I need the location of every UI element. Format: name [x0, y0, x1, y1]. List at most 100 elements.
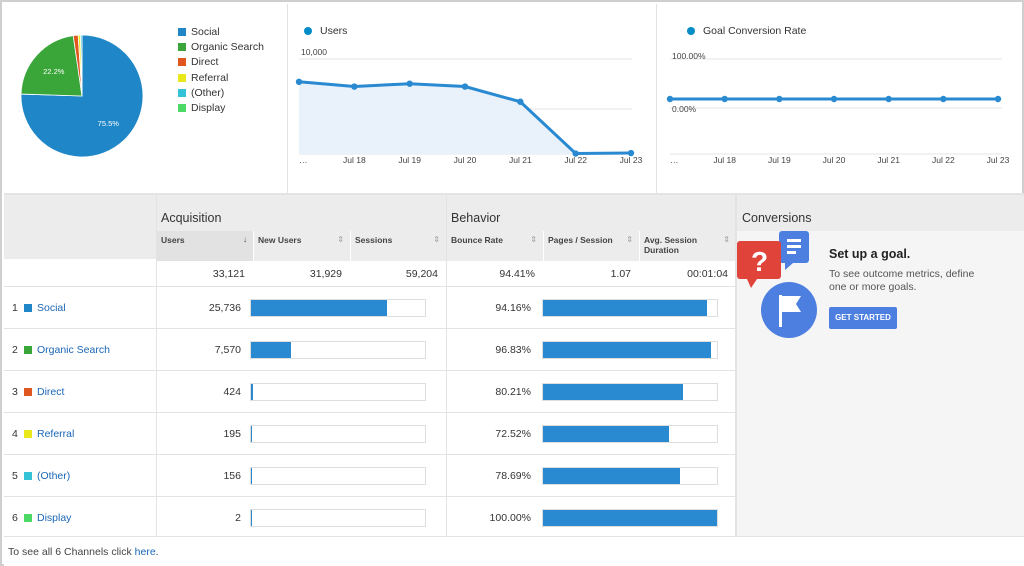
- pie-legend-item: Social: [178, 24, 264, 39]
- table-row: 5 (Other) 156 78.69%: [4, 454, 736, 496]
- channel-swatch: [24, 346, 32, 354]
- col-header-new-users[interactable]: New Users ⇕: [253, 231, 350, 261]
- channel-link[interactable]: Direct: [24, 386, 64, 398]
- col-header-bounce-rate[interactable]: Bounce Rate ⇕: [446, 231, 543, 261]
- data-point[interactable]: [940, 95, 947, 103]
- row-index: 5: [12, 470, 18, 482]
- channel-link[interactable]: Referral: [24, 428, 74, 440]
- data-point[interactable]: [517, 98, 524, 105]
- legend-label: Social: [191, 25, 220, 38]
- col-header-pages-session[interactable]: Pages / Session ⇕: [543, 231, 639, 261]
- channel-name: (Other): [37, 470, 71, 482]
- sort-desc-icon[interactable]: ↓: [243, 235, 247, 244]
- channel-swatch: [24, 388, 32, 396]
- acquisition-group-header: Acquisition: [161, 211, 222, 225]
- legend-label: Display: [191, 102, 226, 115]
- data-point[interactable]: [776, 95, 783, 103]
- channel-link[interactable]: Organic Search: [24, 344, 110, 356]
- row-index: 2: [12, 344, 18, 356]
- col-header-avg-session-duration[interactable]: Avg. Session Duration ⇕: [639, 231, 736, 261]
- total-bounce-rate: 94.41%: [499, 268, 535, 280]
- new-users-bar: [250, 341, 426, 359]
- bounce-rate-value: 72.52%: [495, 428, 531, 440]
- table-row: 6 Display 2 100.00%: [4, 496, 736, 538]
- col-header-bounce-rate-label: Bounce Rate: [451, 235, 503, 245]
- channel-name: Referral: [37, 428, 75, 440]
- users-value: 424: [223, 386, 241, 398]
- data-point[interactable]: [572, 150, 579, 157]
- pie-slice-label: 22.2%: [43, 67, 65, 76]
- channel-link[interactable]: Social: [24, 302, 66, 314]
- channel-swatch: [24, 514, 32, 522]
- channel-link[interactable]: Display: [24, 512, 71, 524]
- footer-period: .: [155, 546, 159, 558]
- col-header-new-users-label: New Users: [258, 235, 302, 245]
- data-point[interactable]: [461, 83, 469, 90]
- channel-pie-chart[interactable]: 75.5% 22.2%: [4, 4, 288, 194]
- goal-illustration-icon: ?: [737, 231, 817, 338]
- data-point[interactable]: [666, 95, 674, 103]
- sort-icon[interactable]: ⇕: [433, 235, 440, 244]
- row-index: 3: [12, 386, 18, 398]
- row-index: 4: [12, 428, 18, 440]
- col-header-sessions-label: Sessions: [355, 235, 393, 245]
- bounce-rate-value: 94.16%: [495, 302, 531, 314]
- pie-slice-4[interactable]: [80, 34, 83, 97]
- data-point[interactable]: [351, 83, 358, 90]
- y-tick-label: 10,000: [301, 47, 327, 57]
- new-users-bar: [250, 509, 426, 527]
- goal-conversion-line-chart[interactable]: 100.00% 0.00% … Jul 18 Jul 19 Jul 20 Jul 21 Jul…: [657, 4, 1024, 194]
- sort-icon[interactable]: ⇕: [723, 235, 730, 244]
- data-point[interactable]: [406, 80, 413, 87]
- pie-slice-1[interactable]: [20, 35, 83, 97]
- bounce-rate-bar-fill: [543, 426, 669, 442]
- channel-link[interactable]: (Other): [24, 470, 70, 482]
- data-point[interactable]: [830, 95, 838, 103]
- data-point[interactable]: [885, 95, 892, 103]
- users-value: 7,570: [214, 344, 241, 356]
- data-point[interactable]: [295, 78, 303, 86]
- users-value: 2: [235, 512, 241, 524]
- legend-swatch: [178, 104, 186, 113]
- channel-name: Direct: [37, 386, 65, 398]
- pie-legend-item: Display: [178, 100, 264, 115]
- goal-conversion-chart-panel: Goal Conversion Rate 100.00% 0.00% … Jul 18…: [657, 4, 1024, 194]
- new-users-bar-fill: [251, 342, 291, 358]
- total-users: 33,121: [212, 268, 245, 280]
- data-point[interactable]: [627, 149, 635, 157]
- bounce-rate-bar-fill: [543, 342, 711, 358]
- data-point[interactable]: [994, 95, 1002, 103]
- table-group-header-band: [4, 195, 736, 231]
- x-tick-label: Jul 18: [713, 155, 736, 165]
- sort-icon[interactable]: ⇕: [626, 235, 633, 244]
- new-users-bar-fill: [251, 384, 253, 400]
- goal-title: Set up a goal.: [829, 247, 911, 261]
- legend-swatch: [178, 27, 186, 36]
- x-tick-label: Jul 20: [823, 155, 846, 165]
- data-point[interactable]: [721, 95, 728, 103]
- x-tick-label: Jul 22: [932, 155, 955, 165]
- col-header-sessions[interactable]: Sessions ⇕: [350, 231, 446, 261]
- pie-legend-item: Organic Search: [178, 39, 264, 54]
- bounce-rate-bar-fill: [543, 468, 680, 484]
- conversions-panel: Conversions ? Set up a goal. To see outc…: [736, 195, 1024, 536]
- goal-conversion-chart-legend: Goal Conversion Rate: [687, 25, 806, 37]
- bounce-rate-bar: [542, 467, 718, 485]
- col-header-users[interactable]: Users ↓: [156, 231, 253, 261]
- sort-icon[interactable]: ⇕: [530, 235, 537, 244]
- sort-icon[interactable]: ⇕: [337, 235, 344, 244]
- see-all-channels-link[interactable]: here: [134, 546, 156, 558]
- new-users-bar-fill: [251, 426, 252, 442]
- footer-text: To see all 6 Channels click: [8, 546, 135, 558]
- table-row: 3 Direct 424 80.21%: [4, 370, 736, 412]
- legend-swatch: [178, 73, 186, 82]
- channel-swatch: [24, 472, 32, 480]
- row-index: 1: [12, 302, 18, 314]
- x-tick-label: …: [299, 155, 308, 165]
- bounce-rate-bar: [542, 383, 718, 401]
- svg-text:?: ?: [751, 246, 768, 277]
- new-users-bar: [250, 425, 426, 443]
- get-started-button[interactable]: GET STARTED: [829, 307, 897, 329]
- pie-legend-item: Referral: [178, 70, 264, 85]
